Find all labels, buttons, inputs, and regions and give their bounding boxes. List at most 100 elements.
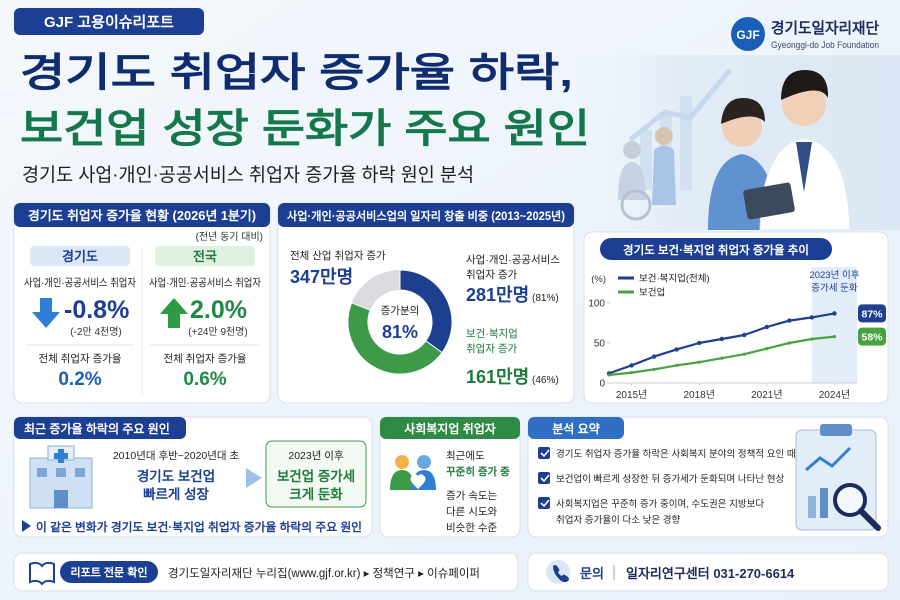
book-icon [29, 561, 55, 586]
increase-arrow [160, 298, 188, 328]
checkbox [538, 497, 550, 509]
elder-head [623, 141, 641, 159]
annotation: 2023년 이후 [809, 270, 859, 281]
cross [54, 449, 68, 463]
donut-center-label: 증가분의 [381, 305, 420, 317]
window [56, 468, 66, 477]
welfare-pace: 증가 속도는 [446, 490, 498, 502]
cause-line: 보건업 증가세 [277, 468, 355, 484]
highlight-region [811, 267, 857, 383]
cause-line: 경기도 보건업 [137, 468, 215, 484]
logo-name: 경기도일자리재단 [771, 19, 879, 37]
footer-contact [527, 552, 889, 592]
clip [820, 424, 852, 436]
doctor-tie [796, 142, 812, 192]
checkmark [540, 474, 550, 483]
data-point [742, 352, 746, 356]
panel-title: 최근 증가율 하락의 주요 원인 [24, 421, 170, 436]
report-path: 경기도일자리재단 누리집(www.gjf.or.kr) ▸ 정책연구 ▸ 이슈페… [168, 566, 480, 580]
data-point [697, 360, 701, 364]
panel-header-bg [600, 238, 832, 260]
data-point [719, 336, 724, 342]
end-label: 58% [861, 332, 883, 344]
window [37, 468, 47, 477]
clipboard-illustration [795, 424, 881, 531]
report-button-bg[interactable] [60, 561, 158, 583]
carer-head [655, 127, 673, 145]
x-tick-label: 2024년 [819, 389, 850, 401]
logo-name-en: Gyeonggi-do Job Foundation [771, 40, 879, 51]
y-tick-label: 100 [588, 299, 605, 310]
decrease-arrow [32, 298, 60, 328]
deco-arrow [628, 68, 732, 142]
panel-title: 경기도 취업자 증가율 현황 (2026년 1분기) [28, 208, 256, 223]
pointer-icon [22, 520, 31, 532]
clip-bar [808, 496, 816, 518]
summary-item: 취업자 증가율이 다소 낮은 경향 [556, 514, 680, 526]
x-tick-label: 2021년 [751, 389, 782, 401]
logo-mark-bg [731, 17, 765, 51]
panel-header-bg [14, 417, 186, 439]
checkmark [540, 499, 550, 508]
people-icon [390, 455, 436, 490]
total-label: 전체 취업자 증가율 [163, 352, 246, 365]
donut-segment [347, 302, 443, 375]
donut-chart: (81%) (46%) [347, 269, 559, 386]
cause-period: 2010년대 후반~2020년대 초 [113, 450, 240, 462]
welfare-status: 꾸준히 증가 중 [446, 465, 510, 478]
services-label: 사업·개인·공공서비스 [466, 253, 560, 266]
region-name: 전국 [193, 249, 217, 264]
total-label: 전체 산업 취업자 증가 [290, 249, 386, 262]
data-point [787, 341, 791, 345]
panel-header-bg [528, 417, 624, 439]
title-line: 경기도 취업자 증가율 하락, [20, 51, 573, 95]
cause-conclusion: 이 같은 변화가 경기도 보건·복지업 취업자 증가율 하락의 주요 원인 [36, 520, 362, 534]
end-label-bg [858, 327, 886, 346]
data-point [629, 371, 634, 375]
panel-title: 경기도 보건·복지업 취업자 증가율 추이 [623, 243, 809, 257]
flow-arrow [246, 468, 262, 488]
data-point [696, 340, 702, 346]
data-point [651, 354, 657, 359]
total-change: 0.2% [58, 369, 101, 390]
logo-mark: GJF [736, 28, 759, 42]
data-point [765, 347, 769, 351]
legend-label: 보건업 [639, 287, 665, 299]
data-point [675, 363, 679, 367]
checkbox [538, 447, 550, 459]
summary-item: 경기도 취업자 증가율 하락은 사회복지 분야의 정책적 요인 때문이 아님 [556, 448, 833, 460]
panel-title: 사업·개인·공공서비스업의 일자리 창출 비중 (2013~2025년) [287, 209, 565, 223]
panel-header-bg [14, 203, 270, 227]
data-point [809, 315, 815, 320]
panel-header-bg [278, 203, 574, 227]
total-value: 347만명 [290, 267, 353, 287]
contact: 일자리연구센터 031-270-6614 [626, 566, 795, 581]
report-button[interactable]: 리포트 전문 확인 [71, 565, 148, 579]
data-point [810, 337, 814, 341]
person-head [417, 455, 431, 469]
report-badge: GJF 고용이슈리포트 [44, 14, 174, 31]
subtitle: 경기도 사업·개인·공공서비스 취업자 증가율 하락 원인 분석 [22, 164, 474, 186]
person-body [390, 470, 414, 490]
phone-icon [553, 565, 569, 583]
health-label: 보건·복지업 [466, 327, 518, 340]
donut-value-label: (46%) [532, 375, 559, 386]
legend-label: 보건·복지업(전체) [639, 273, 710, 285]
carer-body [652, 146, 676, 205]
wheelchair [620, 189, 652, 221]
group-change: 2.0% [190, 296, 247, 324]
cause-box [265, 440, 367, 508]
data-point [607, 373, 611, 377]
end-label-bg [858, 304, 886, 323]
services-label: 취업자 증가 [466, 268, 518, 281]
hero-illustration [560, 55, 900, 231]
group-change-count: (-2만 4천명) [70, 326, 122, 338]
clip-chart [805, 446, 852, 472]
y-tick-label: 0 [599, 379, 605, 390]
health-value: 161만명 [466, 367, 529, 387]
region-pill [30, 246, 130, 266]
annotation: 증가세 둔화 [811, 283, 858, 294]
donut-center-value: 81% [382, 322, 418, 342]
data-point [742, 332, 747, 338]
